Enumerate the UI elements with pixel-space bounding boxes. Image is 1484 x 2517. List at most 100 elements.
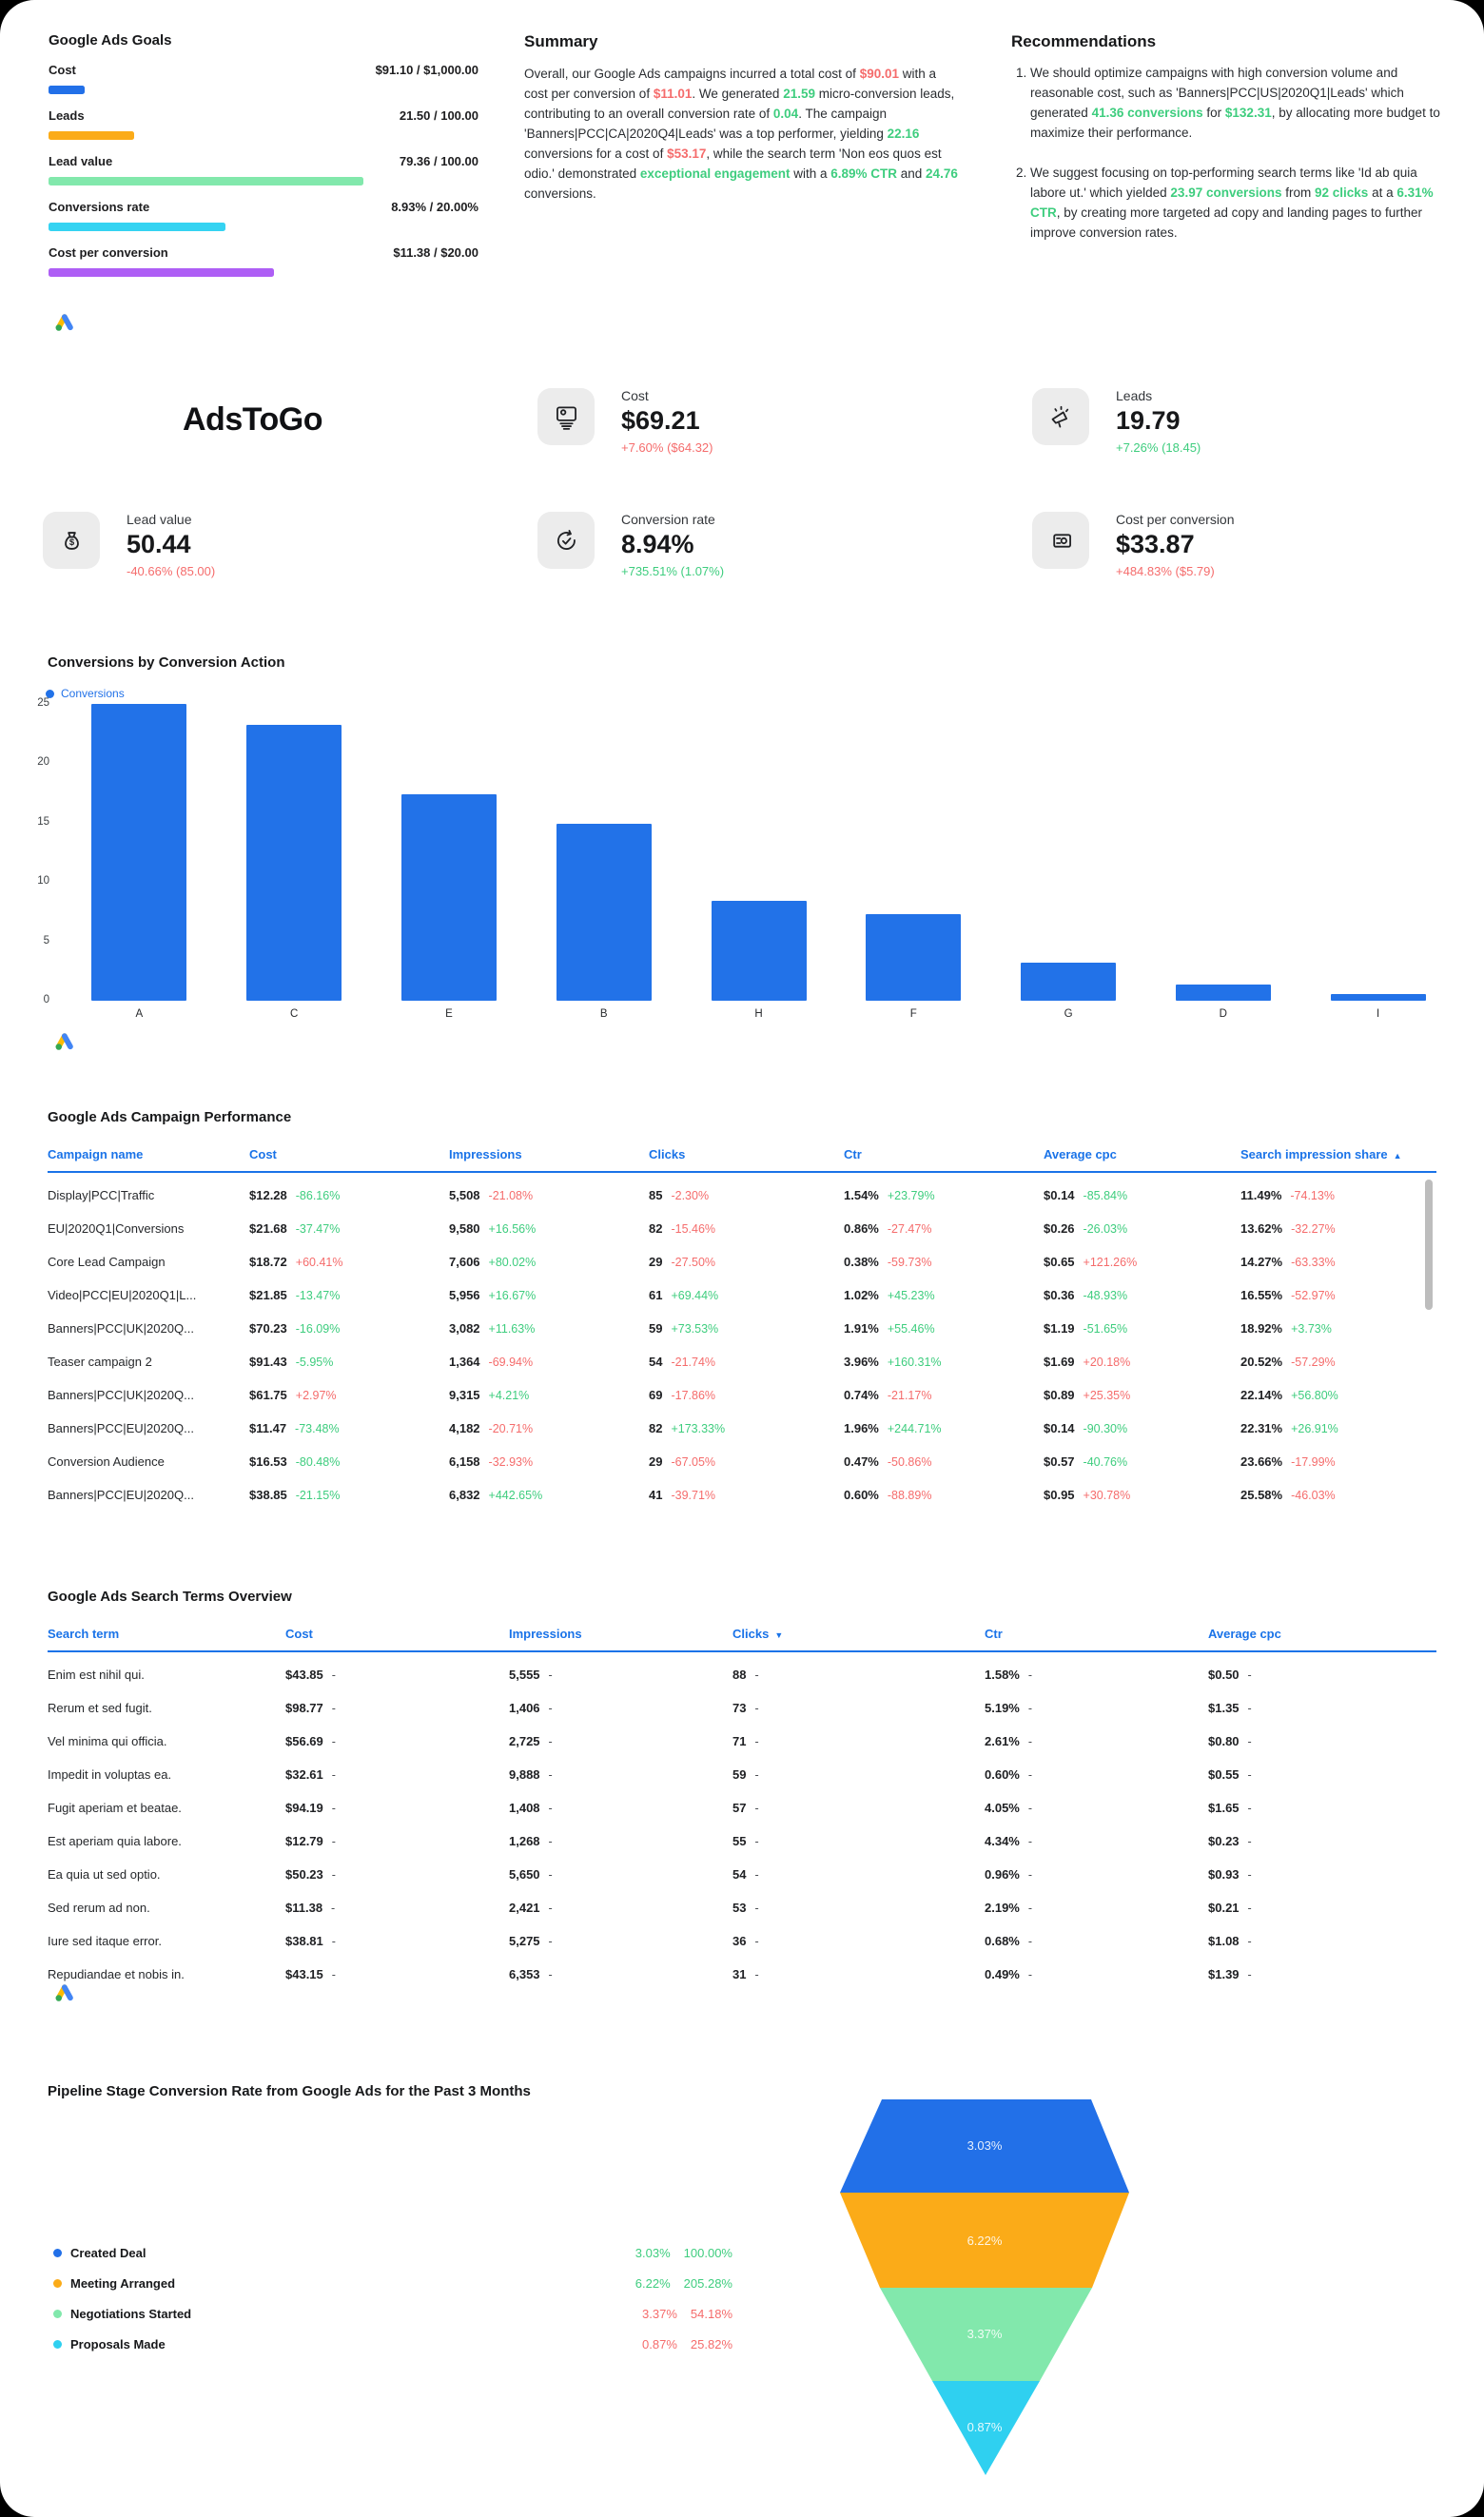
- table-row[interactable]: Impedit in voluptas ea. $32.61- 9,888- 59- 0…: [48, 1758, 1436, 1791]
- table-scrollbar[interactable]: [1425, 1180, 1433, 1310]
- bar-I[interactable]: [1330, 993, 1426, 1001]
- bar-E[interactable]: [400, 793, 497, 1001]
- goals-list: Cost $91.10 / $1,000.00 Leads 21.50 / 100.0…: [49, 63, 478, 277]
- metric-cell: 59-: [732, 1767, 759, 1782]
- table-row[interactable]: Enim est nihil qui. $43.85- 5,555- 88- 1.58%…: [48, 1658, 1436, 1691]
- metric-cell: 25.58% -46.03%: [1240, 1488, 1336, 1502]
- kpi-card-cost-per-conversion: Cost per conversion $33.87 +484.83% ($5.79…: [1032, 512, 1235, 578]
- metric-cell: 5,275-: [509, 1934, 553, 1948]
- billboard-icon: [537, 388, 595, 445]
- metric-cell: $18.72 +60.41%: [249, 1255, 343, 1269]
- table-row[interactable]: Repudiandae et nobis in. $43.15- 6,353- 31-…: [48, 1958, 1436, 1991]
- metric-cell: 3,082 +11.63%: [449, 1321, 536, 1336]
- metric-cell: 1,406-: [509, 1701, 553, 1715]
- goal-label: Leads: [49, 108, 85, 123]
- metric-cell: $0.55-: [1208, 1767, 1252, 1782]
- highlight-value: 6.31% CTR: [1030, 185, 1434, 220]
- table-row[interactable]: Iure sed itaque error. $38.81- 5,275- 36- 0.…: [48, 1924, 1436, 1958]
- goals-title: Google Ads Goals: [49, 32, 172, 49]
- column-header-ctr[interactable]: Ctr: [844, 1147, 862, 1161]
- column-header-search-term[interactable]: Search term: [48, 1627, 120, 1641]
- metric-cell: 57-: [732, 1801, 759, 1815]
- table-row[interactable]: Display|PCC|Traffic $12.28 -86.16% 5,508 -21…: [48, 1179, 1436, 1212]
- metric-cell: 6,353-: [509, 1967, 553, 1981]
- funnel-segment-label: 6.22%: [967, 2234, 1003, 2248]
- text-run: and: [897, 166, 927, 181]
- table-row[interactable]: Conversion Audience $16.53 -80.48% 6,158 -32…: [48, 1445, 1436, 1478]
- bar-H[interactable]: [711, 901, 807, 1001]
- table-row[interactable]: Vel minima qui officia. $56.69- 2,725- 71- 2…: [48, 1725, 1436, 1758]
- column-header-impressions[interactable]: Impressions: [509, 1627, 582, 1641]
- table-row[interactable]: Banners|PCC|UK|2020Q... $61.75 +2.97% 9,315…: [48, 1378, 1436, 1412]
- table-row[interactable]: Est aperiam quia labore. $12.79- 1,268- 55-…: [48, 1824, 1436, 1858]
- row-name-cell: Fugit aperiam et beatae.: [48, 1801, 182, 1815]
- column-header-search-impression-share[interactable]: Search impression share ▲: [1240, 1147, 1402, 1161]
- row-name-cell: Display|PCC|Traffic: [48, 1188, 155, 1202]
- metric-cell: $0.21-: [1208, 1901, 1252, 1915]
- column-header-clicks[interactable]: Clicks ▼: [732, 1627, 784, 1641]
- goal-item: Conversions rate 8.93% / 20.00%: [49, 200, 478, 231]
- bar-B[interactable]: [556, 824, 652, 1001]
- sync-check-icon: [537, 512, 595, 569]
- metric-cell: 6,832 +442.65%: [449, 1488, 543, 1502]
- table-row[interactable]: Banners|PCC|EU|2020Q... $11.47 -73.48% 4,18…: [48, 1412, 1436, 1445]
- table-row[interactable]: Fugit aperiam et beatae. $94.19- 1,408- 57-…: [48, 1791, 1436, 1824]
- metric-cell: $1.35-: [1208, 1701, 1252, 1715]
- highlight-value: 41.36 conversions: [1091, 106, 1203, 120]
- metric-cell: 5.19% -: [985, 1701, 1033, 1715]
- bar-G[interactable]: [1021, 963, 1117, 1001]
- funnel-segment-2[interactable]: [840, 2193, 1129, 2288]
- funnel-segment-4[interactable]: [932, 2381, 1040, 2475]
- table-row[interactable]: Core Lead Campaign $18.72 +60.41% 7,606 +80.…: [48, 1245, 1436, 1278]
- highlight-value: 92 clicks: [1315, 185, 1369, 200]
- metric-cell: 0.60% -: [985, 1767, 1033, 1782]
- goal-value: $11.38 / $20.00: [393, 245, 478, 260]
- column-header-average-cpc[interactable]: Average cpc: [1044, 1147, 1117, 1161]
- column-header-cost[interactable]: Cost: [285, 1627, 313, 1641]
- funnel-legend-item[interactable]: Created Deal 3.03% 100.00%: [53, 2237, 732, 2268]
- funnel-segment-1[interactable]: [840, 2099, 1129, 2193]
- table-row[interactable]: Video|PCC|EU|2020Q1|L... $21.85 -13.47% 5,9…: [48, 1278, 1436, 1312]
- recommendation-item: We suggest focusing on top-performing se…: [1030, 163, 1456, 243]
- bar-C[interactable]: [246, 725, 342, 1001]
- text-run: , while the search term 'Non eos quos es…: [524, 146, 942, 181]
- highlight-value: 22.16: [887, 127, 920, 141]
- highlight-value: 0.04: [772, 107, 799, 121]
- kpi-value: $69.21: [621, 406, 700, 435]
- column-header-average-cpc[interactable]: Average cpc: [1208, 1627, 1281, 1641]
- table-row[interactable]: Rerum et sed fugit. $98.77- 1,406- 73- 5.19%…: [48, 1691, 1436, 1725]
- funnel-segment-3[interactable]: [880, 2288, 1092, 2381]
- table-row[interactable]: Banners|PCC|UK|2020Q... $70.23 -16.09% 3,08…: [48, 1312, 1436, 1345]
- search-table-body: Enim est nihil qui. $43.85- 5,555- 88- 1.58%…: [48, 1658, 1436, 1991]
- text-run: with a: [790, 166, 831, 181]
- funnel-stage-rates: 3.03% 100.00%: [635, 2245, 732, 2260]
- table-row[interactable]: Banners|PCC|EU|2020Q... $38.85 -21.15% 6,83…: [48, 1478, 1436, 1512]
- column-header-clicks[interactable]: Clicks: [649, 1147, 686, 1161]
- summary-text: Overall, our Google Ads campaigns incurr…: [524, 64, 960, 204]
- column-header-impressions[interactable]: Impressions: [449, 1147, 522, 1161]
- y-axis-tick: 5: [43, 934, 49, 946]
- column-header-campaign-name[interactable]: Campaign name: [48, 1147, 144, 1161]
- table-row[interactable]: Sed rerum ad non. $11.38- 2,421- 53- 2.19% - $…: [48, 1891, 1436, 1924]
- metric-cell: 0.68% -: [985, 1934, 1033, 1948]
- highlight-value: 23.97 conversions: [1170, 185, 1282, 200]
- funnel-legend-item[interactable]: Meeting Arranged 6.22% 205.28%: [53, 2268, 732, 2298]
- metric-cell: 13.62% -32.27%: [1240, 1221, 1336, 1236]
- recommendations-list: We should optimize campaigns with high c…: [1011, 63, 1456, 243]
- bar-D[interactable]: [1175, 984, 1271, 1001]
- goal-value: 79.36 / 100.00: [399, 154, 478, 168]
- bar-A[interactable]: [91, 704, 187, 1001]
- text-run: with a cost per conversion of: [524, 67, 937, 101]
- column-header-ctr[interactable]: Ctr: [985, 1627, 1003, 1641]
- bar-chart-legend[interactable]: Conversions: [46, 687, 125, 700]
- table-row[interactable]: EU|2020Q1|Conversions $21.68 -37.47% 9,580 +…: [48, 1212, 1436, 1245]
- goal-item: Cost per conversion $11.38 / $20.00: [49, 245, 478, 277]
- goal-item: Cost $91.10 / $1,000.00: [49, 63, 478, 94]
- funnel-legend-item[interactable]: Negotiations Started 3.37% 54.18%: [53, 2298, 732, 2329]
- bar-F[interactable]: [866, 913, 962, 1001]
- funnel-legend-item[interactable]: Proposals Made 0.87% 25.82%: [53, 2329, 732, 2359]
- table-row[interactable]: Ea quia ut sed optio. $50.23- 5,650- 54- 0.9…: [48, 1858, 1436, 1891]
- metric-cell: $70.23 -16.09%: [249, 1321, 341, 1336]
- table-row[interactable]: Teaser campaign 2 $91.43 -5.95% 1,364 -69.94…: [48, 1345, 1436, 1378]
- column-header-cost[interactable]: Cost: [249, 1147, 277, 1161]
